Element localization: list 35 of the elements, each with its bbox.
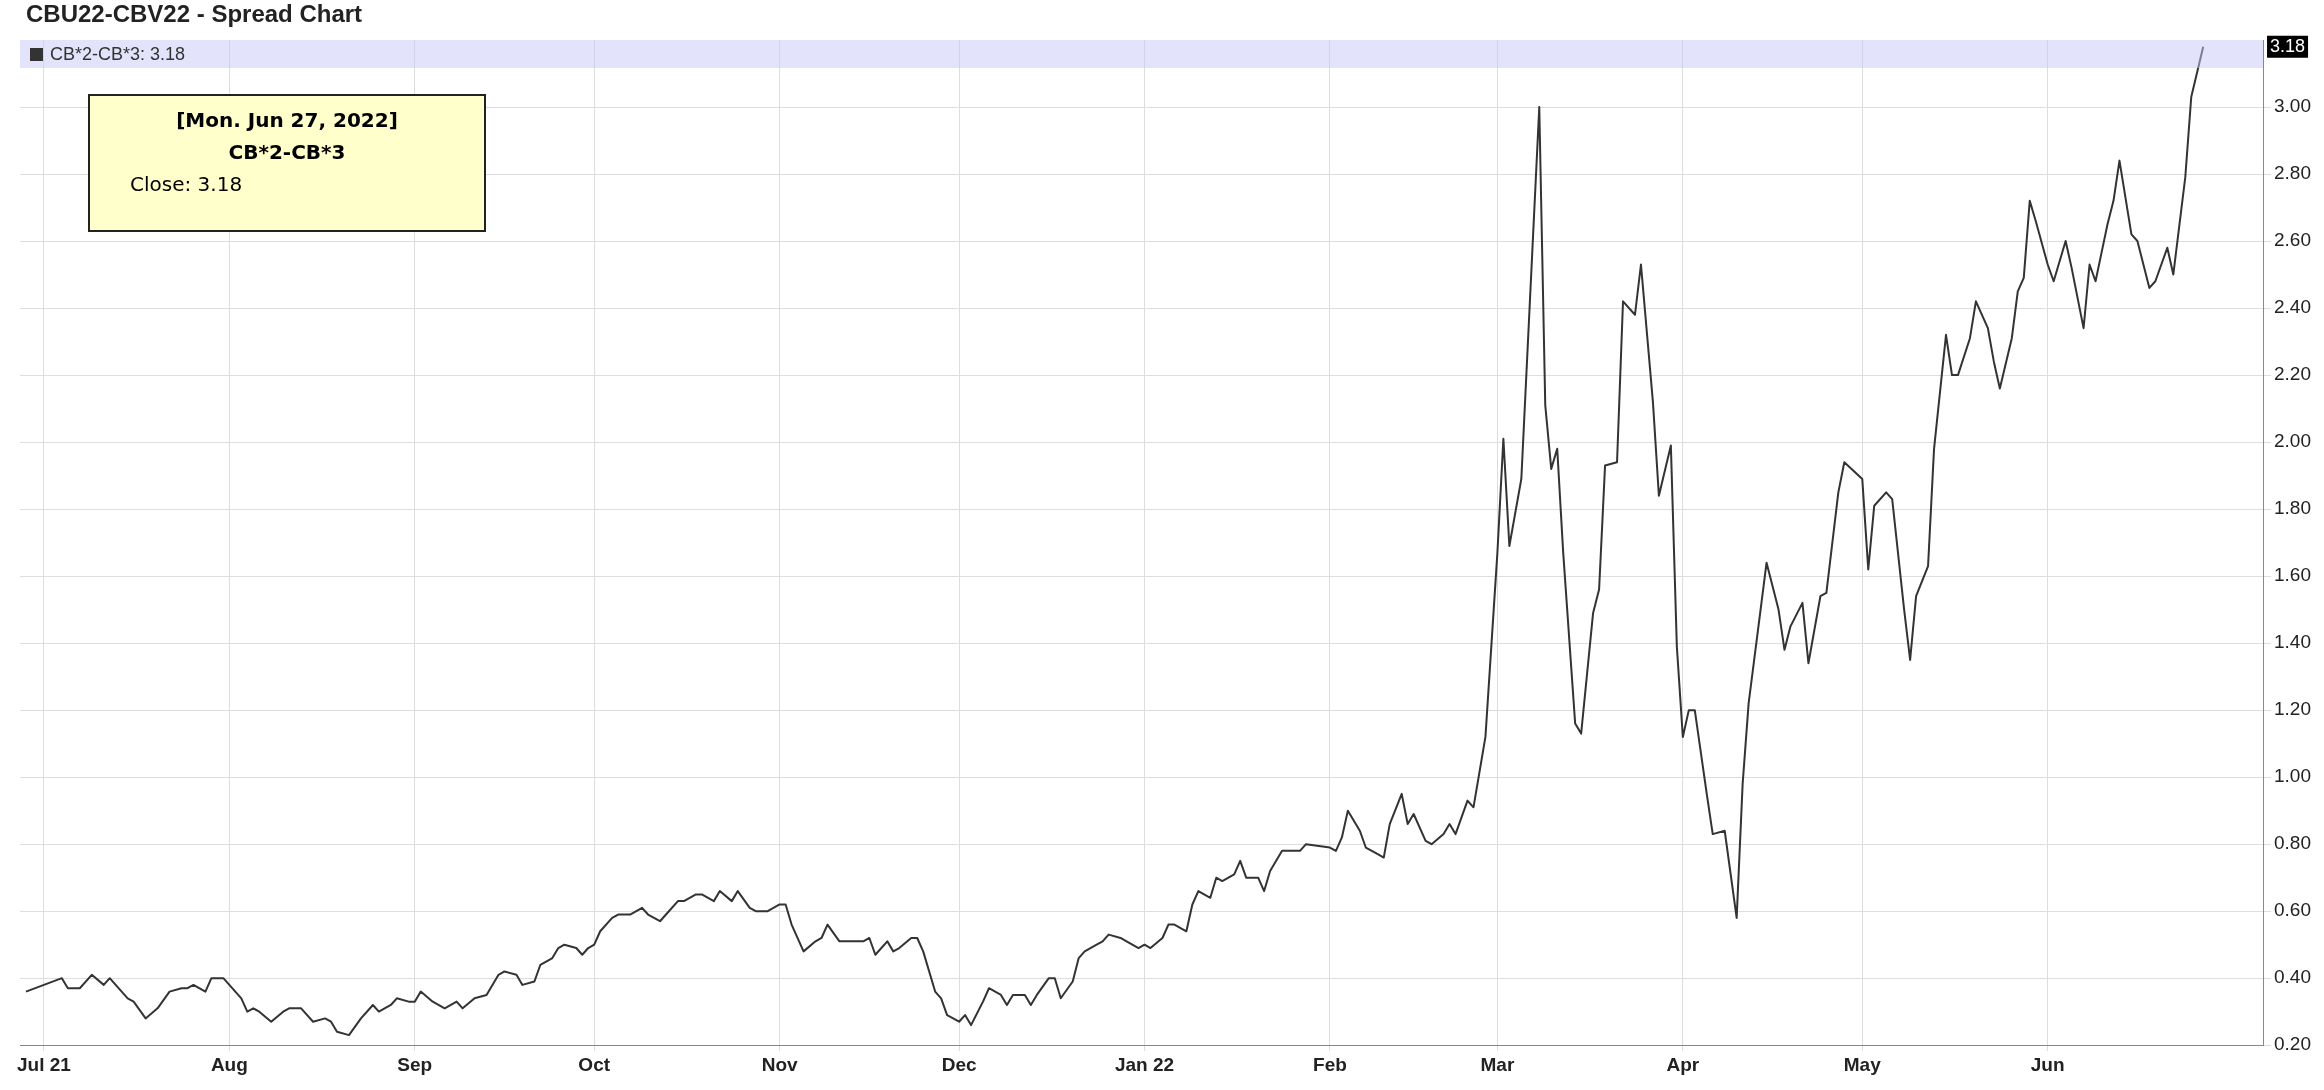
legend-panel: CB*2-CB*3: 3.18 xyxy=(20,40,2263,68)
y-tick-label: 1.00 xyxy=(2274,765,2311,787)
text: 3.18 xyxy=(2270,35,2306,56)
y-tick-label: 0.20 xyxy=(2274,1033,2311,1055)
annotation: [Mon. Jun 27, 2022] xyxy=(175,108,399,132)
y-tick-label: 3.00 xyxy=(2274,95,2311,117)
x-tick-label: Mar xyxy=(1480,1053,1515,1075)
x-tick-label: Feb xyxy=(1313,1053,1347,1075)
x-tick-label: Nov xyxy=(761,1053,799,1075)
y-tick-label: 2.60 xyxy=(2274,229,2311,251)
y-tick-label: 1.20 xyxy=(2274,698,2311,720)
y-tick-label: 2.80 xyxy=(2274,162,2311,184)
x-tick-label: May xyxy=(1843,1053,1882,1075)
y-tick-label: 2.20 xyxy=(2274,363,2311,385)
y-tick-label: 1.60 xyxy=(2274,564,2311,586)
x-tick-label: Aug xyxy=(210,1053,248,1075)
x-tick-label: Dec xyxy=(941,1053,977,1075)
x-tick-label: Apr xyxy=(1666,1053,1700,1075)
tooltip-box: [Mon. Jun 27, 2022] CB*2-CB*3 Close: 3.18 xyxy=(88,94,486,232)
annotation: Close: 3.18 xyxy=(130,172,243,196)
y-tick-label: 1.40 xyxy=(2274,631,2311,653)
x-tick-label: Oct xyxy=(578,1053,611,1075)
x-tick-label: Jan 22 xyxy=(1114,1053,1175,1075)
x-tick-label: Jul 21 xyxy=(16,1053,72,1075)
y-tick-label: 0.60 xyxy=(2274,899,2311,921)
y-tick-label: 0.80 xyxy=(2274,832,2311,854)
y-tick-label: 2.00 xyxy=(2274,430,2311,452)
y-tick-label: 1.80 xyxy=(2274,497,2311,519)
legend-label: CB*2-CB*3: 3.18 xyxy=(50,44,186,64)
y-tick-label: 0.40 xyxy=(2274,966,2311,988)
y-tick-label: 2.40 xyxy=(2274,296,2311,318)
x-tick-label: Sep xyxy=(397,1053,433,1075)
chart-title: CBU22-CBV22 - Spread Chart xyxy=(26,0,363,28)
x-tick-label: Jun xyxy=(2030,1053,2065,1075)
annotation: CB*2-CB*3 xyxy=(227,140,347,164)
